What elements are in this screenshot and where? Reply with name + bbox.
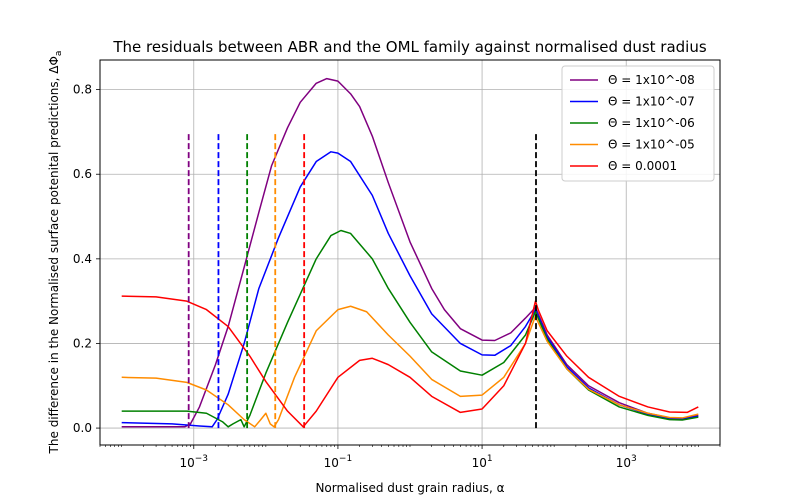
x-tick-label: 10−1 xyxy=(324,454,353,470)
legend-label-2: Θ = 1x10^-07 xyxy=(608,95,695,109)
x-tick-label: 10−3 xyxy=(179,454,208,470)
x-tick-base: 10 xyxy=(472,456,487,470)
legend-box xyxy=(561,65,715,182)
series-line-4 xyxy=(121,305,699,428)
x-tick-label: 101 xyxy=(472,454,493,470)
legend-label-5: Θ = 0.0001 xyxy=(608,159,677,173)
y-tick-label: 0.4 xyxy=(73,252,92,266)
x-tick-base: 10 xyxy=(324,456,339,470)
x-tick-exponent: −1 xyxy=(339,454,352,464)
chart-title: The residuals between ABR and the OML fa… xyxy=(112,38,707,56)
x-tick-label: 103 xyxy=(616,454,637,470)
legend-label-1: Θ = 1x10^-08 xyxy=(608,73,695,87)
y-axis-ticks: 0.0 0.2 0.4 0.6 0.8 xyxy=(73,83,100,435)
x-tick-base: 10 xyxy=(179,456,194,470)
y-axis-label: The difference in the Normalised surface… xyxy=(47,51,64,455)
x-axis-label: Normalised dust grain radius, α xyxy=(315,481,504,495)
y-axis-label-subscript: a xyxy=(54,51,64,57)
x-tick-base: 10 xyxy=(616,456,631,470)
y-tick-label: 0.6 xyxy=(73,167,92,181)
y-tick-label: 0.0 xyxy=(73,421,92,435)
y-tick-label: 0.8 xyxy=(73,83,92,97)
legend: Θ = 1x10^-08 Θ = 1x10^-07 Θ = 1x10^-06 Θ = … xyxy=(561,65,715,182)
x-axis-ticks: 10−3 10−1 101 103 xyxy=(99,445,721,470)
threshold-lines xyxy=(187,131,537,429)
legend-label-3: Θ = 1x10^-06 xyxy=(608,116,695,130)
legend-label-4: Θ = 1x10^-05 xyxy=(608,138,695,152)
y-tick-label: 0.2 xyxy=(73,336,92,350)
y-axis-label-main: The difference in the Normalised surface… xyxy=(47,56,61,454)
x-tick-exponent: 1 xyxy=(487,454,493,464)
x-tick-exponent: 3 xyxy=(631,454,637,464)
x-tick-exponent: −3 xyxy=(195,454,208,464)
series-line-2 xyxy=(121,151,699,428)
